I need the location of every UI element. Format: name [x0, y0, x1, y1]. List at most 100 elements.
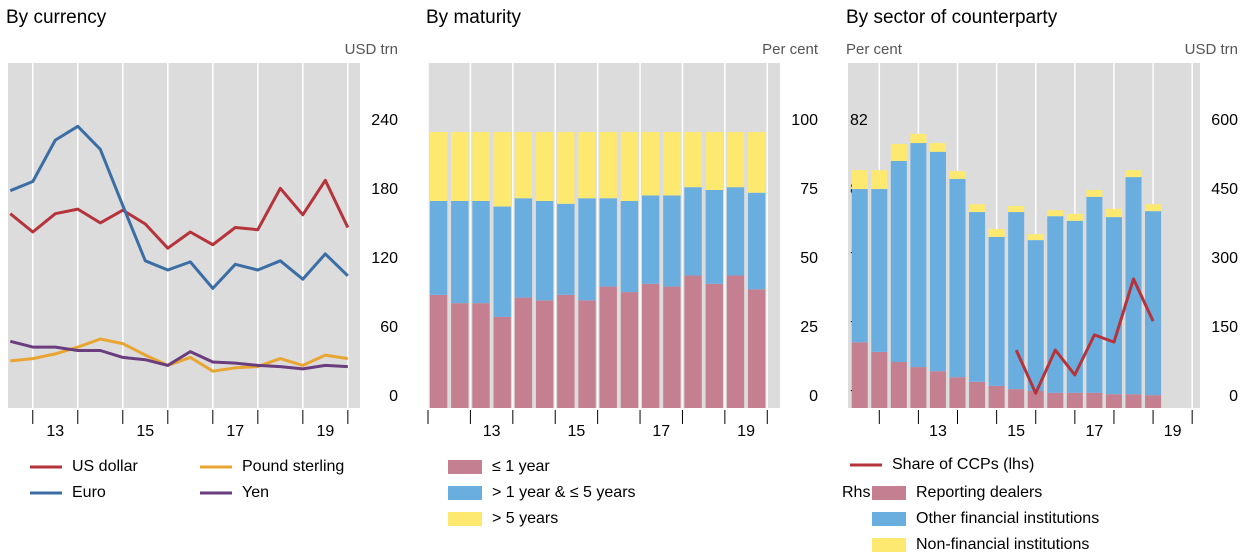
bar	[514, 297, 533, 408]
legend-label: Share of CCPs (lhs)	[892, 456, 1034, 473]
bar	[684, 187, 702, 276]
panel-title: By currency	[6, 7, 107, 28]
panel-title: By sector of counterparty	[846, 7, 1058, 28]
bar	[1086, 189, 1103, 197]
bar	[599, 132, 617, 199]
x-tick-label: 15	[568, 423, 586, 440]
bar	[578, 300, 596, 408]
bar	[451, 132, 469, 201]
bar	[1008, 212, 1025, 390]
line-series	[10, 337, 349, 373]
bar	[1066, 220, 1083, 393]
bar	[472, 132, 490, 201]
bar	[493, 206, 511, 317]
bar	[871, 170, 888, 190]
bar	[1047, 216, 1064, 393]
legend-label: > 5 years	[492, 510, 558, 527]
bar	[684, 275, 702, 408]
bar	[578, 198, 596, 301]
bar	[620, 132, 639, 201]
line-series	[9, 339, 348, 371]
bar	[890, 143, 907, 161]
bar	[472, 303, 490, 408]
bar	[890, 160, 907, 362]
bar	[747, 192, 766, 290]
bar	[663, 132, 681, 196]
bar	[557, 294, 575, 408]
x-tick-label: 15	[136, 423, 154, 440]
bar	[705, 283, 723, 408]
bar	[620, 292, 639, 408]
bar	[910, 133, 927, 144]
line-series	[1014, 277, 1155, 395]
bar	[535, 300, 554, 408]
bar	[871, 351, 888, 408]
legend-label: Euro	[72, 484, 106, 501]
x-tick-label: 13	[483, 423, 501, 440]
bar	[1125, 170, 1142, 178]
bar	[493, 316, 511, 408]
bar	[929, 143, 946, 152]
line-series	[9, 124, 349, 290]
bar	[969, 212, 986, 382]
y-tick-label: 100	[791, 112, 818, 129]
y2-tick-label: 450	[1211, 181, 1238, 198]
bar	[451, 201, 469, 304]
bar	[705, 132, 723, 190]
bar	[949, 171, 966, 179]
y-tick-label: 180	[371, 181, 398, 198]
bar	[1027, 390, 1044, 408]
bar	[1027, 234, 1044, 241]
x-tick-label: 13	[46, 423, 64, 440]
bar	[969, 381, 986, 408]
y-tick-label: 82	[850, 112, 868, 129]
bar	[535, 132, 554, 201]
bar	[1008, 206, 1025, 213]
bar	[890, 362, 907, 408]
bar	[988, 229, 1005, 237]
legend-label: Pound sterling	[242, 458, 344, 475]
bar	[599, 286, 617, 408]
bar	[1047, 210, 1064, 217]
bar	[988, 236, 1005, 386]
bar	[851, 342, 868, 408]
bar	[578, 132, 596, 199]
legend-swatch	[872, 512, 906, 526]
bar	[929, 151, 946, 372]
legend-label: > 1 year & ≤ 5 years	[492, 484, 636, 501]
bar	[1145, 211, 1162, 396]
bar	[641, 195, 660, 284]
y-tick-label: 0	[809, 388, 818, 405]
bar	[726, 187, 745, 276]
bar	[1027, 240, 1044, 391]
x-tick-label: 13	[929, 423, 947, 440]
bar	[1047, 392, 1064, 408]
bar	[535, 201, 554, 301]
bar	[684, 132, 702, 188]
y-tick-label: 50	[800, 250, 818, 267]
bar	[851, 189, 868, 343]
y2-axis-unit: USD trn	[1185, 41, 1238, 58]
bar	[557, 203, 575, 295]
legend-label: Yen	[242, 484, 269, 501]
bar	[1066, 392, 1083, 408]
y-tick-label: 240	[371, 112, 398, 129]
legend-swatch	[872, 538, 906, 552]
bar	[663, 195, 681, 287]
y-axis-unit: Per cent	[846, 41, 903, 58]
panel-title: By maturity	[426, 7, 522, 28]
bar	[1086, 196, 1103, 393]
bar	[969, 204, 986, 213]
bar	[949, 377, 966, 408]
legend-title: Rhs:	[842, 484, 875, 501]
x-tick-label: 17	[1086, 423, 1104, 440]
bar	[599, 198, 617, 287]
bar	[747, 132, 766, 193]
bar	[641, 132, 660, 196]
y-tick-label: 75	[800, 181, 818, 198]
legend-swatch	[448, 486, 482, 500]
x-tick-label: 17	[652, 423, 670, 440]
y-tick-label: 0	[389, 388, 398, 405]
bar	[514, 132, 533, 199]
bar	[451, 303, 469, 408]
